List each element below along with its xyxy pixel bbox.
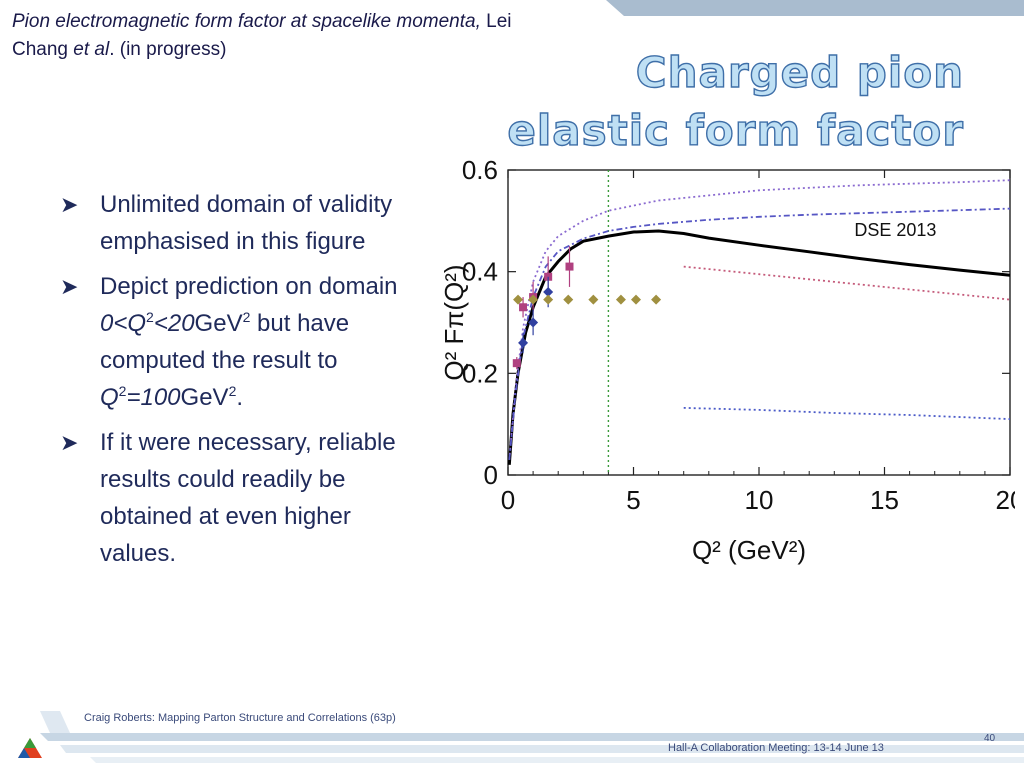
y-tick-label: 0.6 (462, 155, 498, 185)
bullet-text: Unlimited domain of validity emphasised … (100, 191, 393, 255)
data-point (543, 294, 554, 305)
data-point (565, 262, 574, 271)
chart-annotation: DSE 2013 (854, 220, 936, 240)
x-tick-label: 20 (996, 485, 1015, 515)
data-point (519, 303, 528, 312)
top-decorative-stripe (606, 0, 1024, 16)
argonne-logo-icon (18, 738, 42, 758)
data-point (615, 294, 626, 305)
slide-title-line-1: Charged pion (635, 47, 964, 97)
series-line-4 (683, 407, 1011, 420)
superscript: 2 (228, 383, 237, 399)
footer-band (40, 711, 1024, 763)
y-tick-label: 0 (484, 460, 498, 490)
bullet-text-mid: but have computed the result to (100, 310, 350, 374)
data-point (512, 359, 521, 368)
y-tick-label: 0.4 (462, 257, 498, 287)
reference-title: Pion electromagnetic form factor at spac… (12, 11, 481, 32)
bullet-item: ➤ Depict prediction on domain 0<Q2<20GeV… (60, 268, 410, 416)
footer-author: Craig Roberts: Mapping Parton Structure … (84, 712, 396, 724)
x-axis-label: Q² (GeV²) (692, 535, 806, 565)
data-point (651, 294, 662, 305)
superscript: 2 (118, 383, 127, 399)
arrow-bullet-icon: ➤ (60, 274, 79, 299)
bullet-list: ➤ Unlimited domain of validity emphasise… (60, 186, 410, 580)
bullet-unit: GeV (194, 310, 243, 337)
data-point (528, 317, 539, 328)
data-point (518, 337, 529, 348)
superscript: 2 (242, 309, 251, 325)
slide-title-line-2: elastic form factor (507, 105, 964, 155)
arrow-bullet-icon: ➤ (60, 192, 79, 217)
series-line-2 (508, 207, 1011, 460)
superscript: 2 (146, 309, 154, 325)
slide-title: Charged pion elastic form factor (507, 44, 964, 160)
bullet-unit-2: GeV (180, 384, 229, 411)
bullet-range-b: <20 (153, 310, 195, 337)
bullet-value: =100 (126, 384, 181, 411)
reference-citation: Pion electromagnetic form factor at spac… (12, 8, 532, 64)
form-factor-chart: 0 5 10 15 20 0 0.2 0.4 0.6 Q² (GeV²) Q² Fπ(Q²) DSE … (439, 155, 1015, 565)
x-tick-label: 0 (501, 485, 515, 515)
page-number: 40 (984, 733, 996, 744)
data-point (563, 294, 574, 305)
data-point (543, 287, 554, 297)
data-point (631, 294, 642, 305)
bullet-item: ➤ Unlimited domain of validity emphasise… (60, 186, 410, 260)
reference-authors: Lei Chang (12, 11, 512, 60)
data-point (528, 294, 539, 305)
series-line-0 (507, 229, 1011, 465)
reference-status: . (in progress) (109, 39, 227, 60)
x-tick-label: 5 (626, 485, 640, 515)
bullet-text-pre: Depict prediction on domain (100, 273, 398, 300)
footer-meeting: Hall-A Collaboration Meeting: 13-14 June… (668, 742, 884, 754)
bullet-q: Q (100, 384, 119, 411)
x-tick-label: 15 (870, 485, 899, 515)
bullet-item: ➤ If it were necessary, reliable results… (60, 424, 410, 572)
plot-frame (507, 169, 1011, 476)
data-point (513, 294, 524, 305)
reference-etal: et al (73, 39, 110, 60)
x-tick-label: 10 (745, 485, 774, 515)
y-axis-label: Q² Fπ(Q²) (439, 264, 469, 380)
series-line-3 (683, 265, 1011, 301)
bullet-text-end: . (236, 384, 244, 411)
y-tick-label: 0.2 (462, 358, 498, 388)
arrow-bullet-icon: ➤ (60, 430, 79, 455)
data-point (588, 294, 599, 305)
bullet-range-a: 0<Q (100, 310, 147, 337)
bullet-text: If it were necessary, reliable results c… (100, 429, 396, 567)
